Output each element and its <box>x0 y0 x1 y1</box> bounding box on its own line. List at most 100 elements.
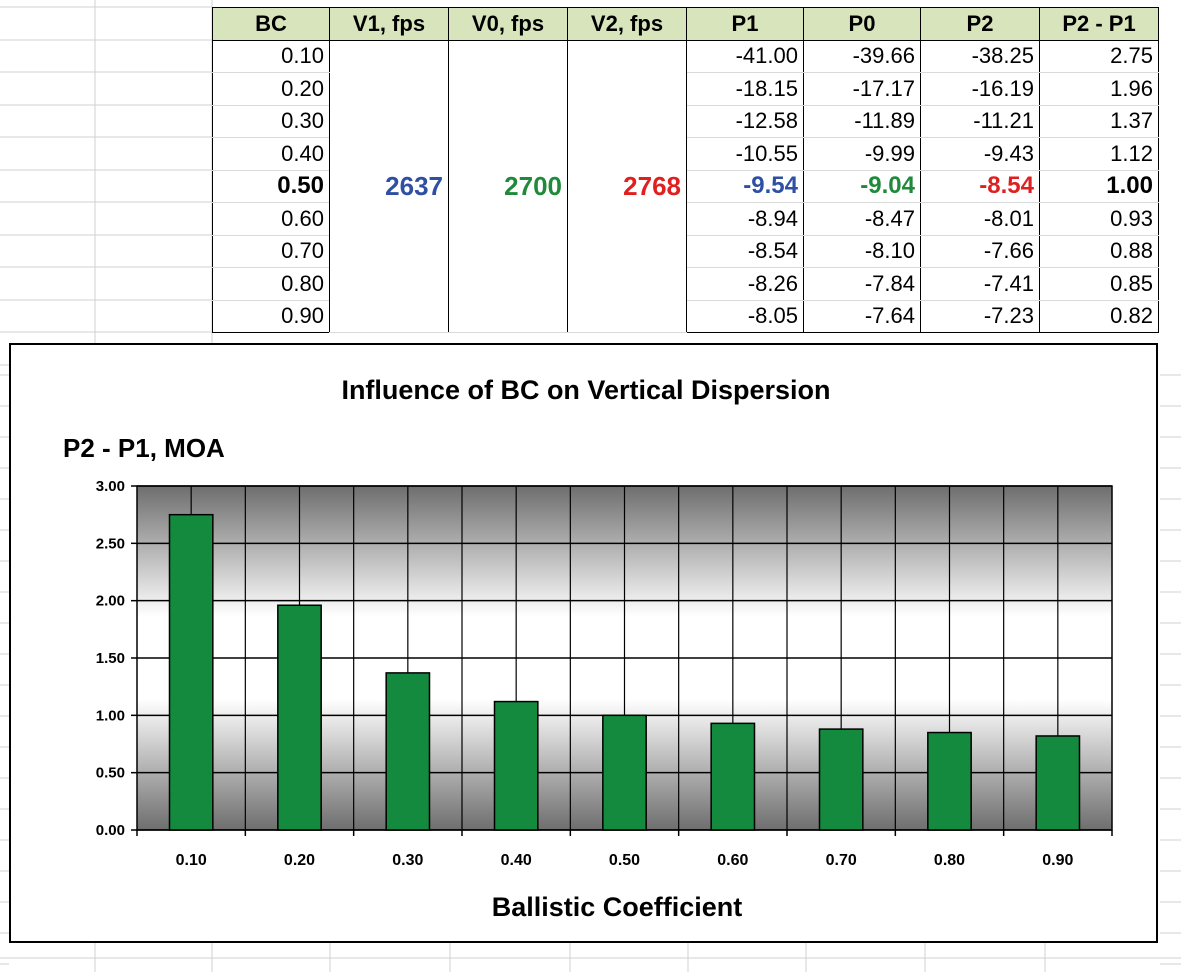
cell-bc: 0.10 <box>212 40 330 73</box>
table-header-row: BC V1, fps V0, fps V2, fps P1 P0 P2 P2 -… <box>212 7 1159 41</box>
x-tick-label: 0.10 <box>176 852 207 869</box>
chart-area: 0.10 0.20 0.30 0.40 0.50 0.60 0.70 0.80 0.90 0.00… <box>9 343 1158 943</box>
cell-bc: 0.80 <box>212 267 330 301</box>
bar-0.30 <box>385 672 431 831</box>
cell-p0: -7.84 <box>803 267 921 301</box>
cell-p1: -8.94 <box>686 202 804 236</box>
cell-p2: -7.41 <box>920 267 1040 301</box>
cell-v0-value: 2700 <box>504 170 562 201</box>
bar-0.50 <box>602 714 647 831</box>
y-tick-label: 0.00 <box>96 822 125 839</box>
table-row: 0.70 -8.54 -8.10 -7.66 0.88 <box>212 235 1159 268</box>
header-v2: V2, fps <box>567 7 687 41</box>
bar-chart: 0.10 0.20 0.30 0.40 0.50 0.60 0.70 0.80 0.90 0.00… <box>63 375 1113 922</box>
cell-diff: 0.85 <box>1039 267 1159 301</box>
header-p0: P0 <box>803 7 921 41</box>
cell-p1: -8.54 <box>686 235 804 268</box>
cell-p2: -11.21 <box>920 105 1040 138</box>
cell-bc: 0.40 <box>212 137 330 171</box>
cell-bc: 0.60 <box>212 202 330 236</box>
cell-p2: -16.19 <box>920 72 1040 106</box>
cell-p0: -8.47 <box>803 202 921 236</box>
cell-diff: 1.37 <box>1039 105 1159 138</box>
bar-0.10 <box>168 513 214 831</box>
cell-v1-value: 2637 <box>385 170 443 201</box>
bar-0.20 <box>277 604 322 831</box>
cell-p1: -12.58 <box>686 105 804 138</box>
table-row: 0.10 2637 2700 2768 -41.00 -39.66 -38.25 2.75 <box>212 40 1159 333</box>
y-tick-label: 2.00 <box>96 593 125 610</box>
cell-p0: -39.66 <box>803 40 921 73</box>
header-v1: V1, fps <box>329 7 449 41</box>
cell-diff: 1.00 <box>1039 170 1159 203</box>
y-tick-label: 1.00 <box>96 707 125 724</box>
cell-bc: 0.20 <box>212 72 330 106</box>
cell-v1: 2637 <box>329 40 449 333</box>
bar-0.40 <box>493 700 539 831</box>
cell-p0: -8.10 <box>803 235 921 268</box>
header-p1: P1 <box>686 7 804 41</box>
cell-p1: -10.55 <box>686 137 804 171</box>
cell-diff: 1.12 <box>1039 137 1159 171</box>
cell-bc: 0.90 <box>212 300 330 333</box>
x-tick-label: 0.90 <box>1042 852 1073 869</box>
y-axis-label: P2 - P1, MOA <box>63 433 225 463</box>
x-tick-label: 0.50 <box>609 852 640 869</box>
cell-p0: -9.04 <box>803 170 921 203</box>
cell-p1: -18.15 <box>686 72 804 106</box>
table-row: 0.90 -8.05 -7.64 -7.23 0.82 <box>212 300 1159 333</box>
cell-p0: -17.17 <box>803 72 921 106</box>
table-row: 0.80 -8.26 -7.84 -7.41 0.85 <box>212 267 1159 301</box>
chart-title: Influence of BC on Vertical Dispersion <box>341 375 830 405</box>
x-tick-label: 0.20 <box>284 852 315 869</box>
cell-bc: 0.30 <box>212 105 330 138</box>
cell-diff: 1.96 <box>1039 72 1159 106</box>
x-axis-label: Ballistic Coefficient <box>492 892 743 922</box>
cell-bc: 0.50 <box>212 170 330 203</box>
table-row: 0.50 -9.54 -9.04 -8.54 1.00 <box>212 170 1159 203</box>
y-tick-label: 1.50 <box>96 650 125 667</box>
x-tick-label: 0.60 <box>717 852 748 869</box>
cell-diff: 2.75 <box>1039 40 1159 73</box>
cell-p1: -8.26 <box>686 267 804 301</box>
cell-p1: -41.00 <box>686 40 804 73</box>
y-tick-label: 3.00 <box>96 478 125 495</box>
cell-v2: 2768 <box>567 40 687 333</box>
cell-p0: -9.99 <box>803 137 921 171</box>
cell-v2-value: 2768 <box>623 170 681 201</box>
cell-p2: -9.43 <box>920 137 1040 171</box>
x-tick-label: 0.70 <box>826 852 857 869</box>
cell-p2: -38.25 <box>920 40 1040 73</box>
data-table: BC V1, fps V0, fps V2, fps P1 P0 P2 P2 -… <box>212 7 1159 333</box>
y-tick-label: 0.50 <box>96 765 125 782</box>
cell-p0: -11.89 <box>803 105 921 138</box>
bar-0.60 <box>710 722 756 831</box>
cell-bc: 0.70 <box>212 235 330 268</box>
cell-p2: -7.66 <box>920 235 1040 268</box>
header-p2: P2 <box>920 7 1040 41</box>
table-row: 0.20 -18.15 -17.17 -16.19 1.96 <box>212 72 1159 106</box>
y-tick-label: 2.50 <box>96 535 125 552</box>
bar-0.80 <box>927 731 972 831</box>
cell-p2: -7.23 <box>920 300 1040 333</box>
cell-p1: -8.05 <box>686 300 804 333</box>
table-row: 0.60 -8.94 -8.47 -8.01 0.93 <box>212 202 1159 236</box>
bar-0.70 <box>818 728 864 831</box>
x-tick-label: 0.30 <box>392 852 423 869</box>
cell-diff: 0.88 <box>1039 235 1159 268</box>
cell-diff: 0.82 <box>1039 300 1159 333</box>
x-tick-label: 0.40 <box>501 852 532 869</box>
cell-p2: -8.54 <box>920 170 1040 203</box>
table-row: 0.40 -10.55 -9.99 -9.43 1.12 <box>212 137 1159 171</box>
header-diff: P2 - P1 <box>1039 7 1159 41</box>
cell-p1: -9.54 <box>686 170 804 203</box>
x-tick-label: 0.80 <box>934 852 965 869</box>
cell-p0: -7.64 <box>803 300 921 333</box>
cell-v0: 2700 <box>448 40 568 333</box>
header-v0: V0, fps <box>448 7 568 41</box>
bar-0.90 <box>1035 735 1081 831</box>
cell-p2: -8.01 <box>920 202 1040 236</box>
cell-diff: 0.93 <box>1039 202 1159 236</box>
table-row: 0.30 -12.58 -11.89 -11.21 1.37 <box>212 105 1159 138</box>
header-bc: BC <box>212 7 330 41</box>
